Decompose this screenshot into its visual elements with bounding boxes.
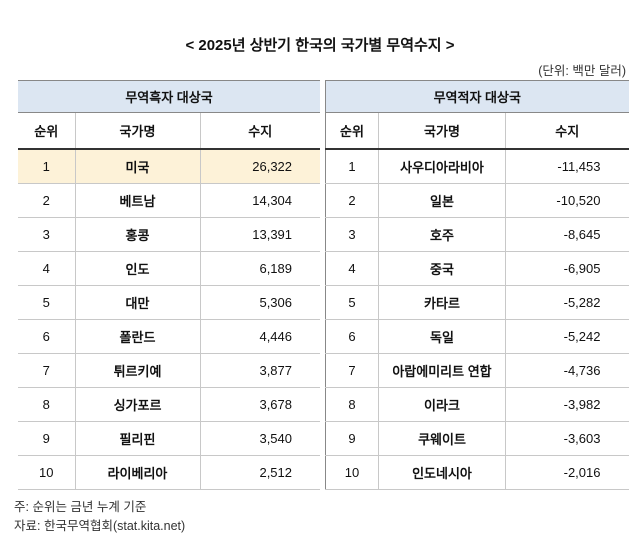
cell-name: 미국 bbox=[75, 149, 201, 184]
column-header: 국가명 bbox=[378, 112, 506, 150]
cell-val: -8,645 bbox=[505, 217, 629, 252]
cell-val: 3,540 bbox=[200, 421, 321, 456]
data-row: 4 중국 -6,905 bbox=[325, 251, 629, 286]
cell-rank: 8 bbox=[325, 387, 379, 422]
cell-name: 이라크 bbox=[378, 387, 506, 422]
cell-rank: 4 bbox=[325, 251, 379, 286]
cell-val: -11,453 bbox=[505, 149, 629, 184]
cell-name: 라이베리아 bbox=[75, 455, 201, 490]
cell-rank: 10 bbox=[325, 455, 379, 490]
cell-val: 6,189 bbox=[200, 251, 321, 286]
cell-rank: 2 bbox=[325, 183, 379, 218]
cell-val: 4,446 bbox=[200, 319, 321, 354]
cell-rank: 4 bbox=[18, 251, 76, 286]
column-header: 수지 bbox=[200, 112, 321, 150]
data-row: 6 폴란드 4,446 bbox=[18, 319, 321, 354]
title: < 2025년 상반기 한국의 국가별 무역수지 > bbox=[185, 37, 455, 54]
source-note: 자료: 한국무역협회(stat.kita.net) bbox=[14, 519, 186, 533]
cell-rank: 5 bbox=[18, 285, 76, 320]
data-row: 7 아랍에미리트 연합 -4,736 bbox=[325, 353, 629, 388]
cell-val: -4,736 bbox=[505, 353, 629, 388]
cell-name: 필리핀 bbox=[75, 421, 201, 456]
cell-val: 13,391 bbox=[200, 217, 321, 252]
cell-val: -5,242 bbox=[505, 319, 629, 354]
cell-val: -2,016 bbox=[505, 455, 629, 490]
cell-name: 중국 bbox=[378, 251, 506, 286]
cell-name: 폴란드 bbox=[75, 319, 201, 354]
header-row: 순위 국가명 수지 bbox=[18, 112, 321, 150]
cell-rank: 7 bbox=[325, 353, 379, 388]
cell-val: 3,678 bbox=[200, 387, 321, 422]
cell-name: 홍콩 bbox=[75, 217, 201, 252]
cell-val: 3,877 bbox=[200, 353, 321, 388]
table-title: 무역흑자 대상국 bbox=[18, 80, 321, 113]
cell-val: 14,304 bbox=[200, 183, 321, 218]
cell-name: 튀르키예 bbox=[75, 353, 201, 388]
data-row: 4 인도 6,189 bbox=[18, 251, 321, 286]
data-row: 5 카타르 -5,282 bbox=[325, 285, 629, 320]
cell-rank: 1 bbox=[18, 149, 76, 184]
surplus-table: 무역흑자 대상국 순위 국가명 수지 1 미국 26,322 2 베트남 14,304 3 홍콩 13,… bbox=[18, 80, 321, 490]
cell-rank: 5 bbox=[325, 285, 379, 320]
cell-name: 대만 bbox=[75, 285, 201, 320]
data-row: 8 싱가포르 3,678 bbox=[18, 387, 321, 422]
data-row: 7 튀르키예 3,877 bbox=[18, 353, 321, 388]
data-row: 2 일본 -10,520 bbox=[325, 183, 629, 218]
band-row: 무역흑자 대상국 bbox=[18, 80, 321, 113]
cell-val: 26,322 bbox=[200, 149, 321, 184]
column-header: 국가명 bbox=[75, 112, 201, 150]
footnote: 주: 순위는 금년 누계 기준 bbox=[14, 500, 147, 514]
cell-val: -6,905 bbox=[505, 251, 629, 286]
cell-rank: 9 bbox=[18, 421, 76, 456]
cell-name: 싱가포르 bbox=[75, 387, 201, 422]
cell-rank: 1 bbox=[325, 149, 379, 184]
data-row: 3 호주 -8,645 bbox=[325, 217, 629, 252]
cell-name: 쿠웨이트 bbox=[378, 421, 506, 456]
data-row: 1 사우디아라비아 -11,453 bbox=[325, 149, 629, 184]
cell-name: 호주 bbox=[378, 217, 506, 252]
cell-rank: 6 bbox=[325, 319, 379, 354]
deficit-table: 무역적자 대상국 순위 국가명 수지 1 사우디아라비아 -11,453 2 일본 -10,520… bbox=[325, 80, 629, 490]
unit-label: (단위: 백만 달러) bbox=[538, 64, 626, 78]
header-row: 순위 국가명 수지 bbox=[325, 112, 629, 150]
column-header: 수지 bbox=[505, 112, 629, 150]
data-row: 8 이라크 -3,982 bbox=[325, 387, 629, 422]
data-row: 10 라이베리아 2,512 bbox=[18, 455, 321, 490]
cell-name: 아랍에미리트 연합 bbox=[378, 353, 506, 388]
cell-val: 5,306 bbox=[200, 285, 321, 320]
cell-name: 인도네시아 bbox=[378, 455, 506, 490]
cell-name: 카타르 bbox=[378, 285, 506, 320]
data-row: 9 필리핀 3,540 bbox=[18, 421, 321, 456]
cell-val: 2,512 bbox=[200, 455, 321, 490]
cell-name: 일본 bbox=[378, 183, 506, 218]
data-row: 1 미국 26,322 bbox=[18, 149, 321, 184]
cell-val: -10,520 bbox=[505, 183, 629, 218]
cell-rank: 9 bbox=[325, 421, 379, 456]
cell-rank: 7 bbox=[18, 353, 76, 388]
cell-rank: 2 bbox=[18, 183, 76, 218]
cell-val: -5,282 bbox=[505, 285, 629, 320]
data-row: 10 인도네시아 -2,016 bbox=[325, 455, 629, 490]
data-row: 6 독일 -5,242 bbox=[325, 319, 629, 354]
cell-name: 독일 bbox=[378, 319, 506, 354]
cell-rank: 8 bbox=[18, 387, 76, 422]
data-row: 2 베트남 14,304 bbox=[18, 183, 321, 218]
data-row: 5 대만 5,306 bbox=[18, 285, 321, 320]
table-title: 무역적자 대상국 bbox=[325, 80, 629, 113]
cell-rank: 3 bbox=[18, 217, 76, 252]
data-row: 9 쿠웨이트 -3,603 bbox=[325, 421, 629, 456]
cell-rank: 10 bbox=[18, 455, 76, 490]
cell-name: 베트남 bbox=[75, 183, 201, 218]
cell-name: 사우디아라비아 bbox=[378, 149, 506, 184]
cell-val: -3,603 bbox=[505, 421, 629, 456]
cell-val: -3,982 bbox=[505, 387, 629, 422]
data-row: 3 홍콩 13,391 bbox=[18, 217, 321, 252]
cell-name: 인도 bbox=[75, 251, 201, 286]
cell-rank: 6 bbox=[18, 319, 76, 354]
column-header: 순위 bbox=[325, 112, 379, 150]
column-header: 순위 bbox=[18, 112, 76, 150]
cell-rank: 3 bbox=[325, 217, 379, 252]
band-row: 무역적자 대상국 bbox=[325, 80, 629, 113]
